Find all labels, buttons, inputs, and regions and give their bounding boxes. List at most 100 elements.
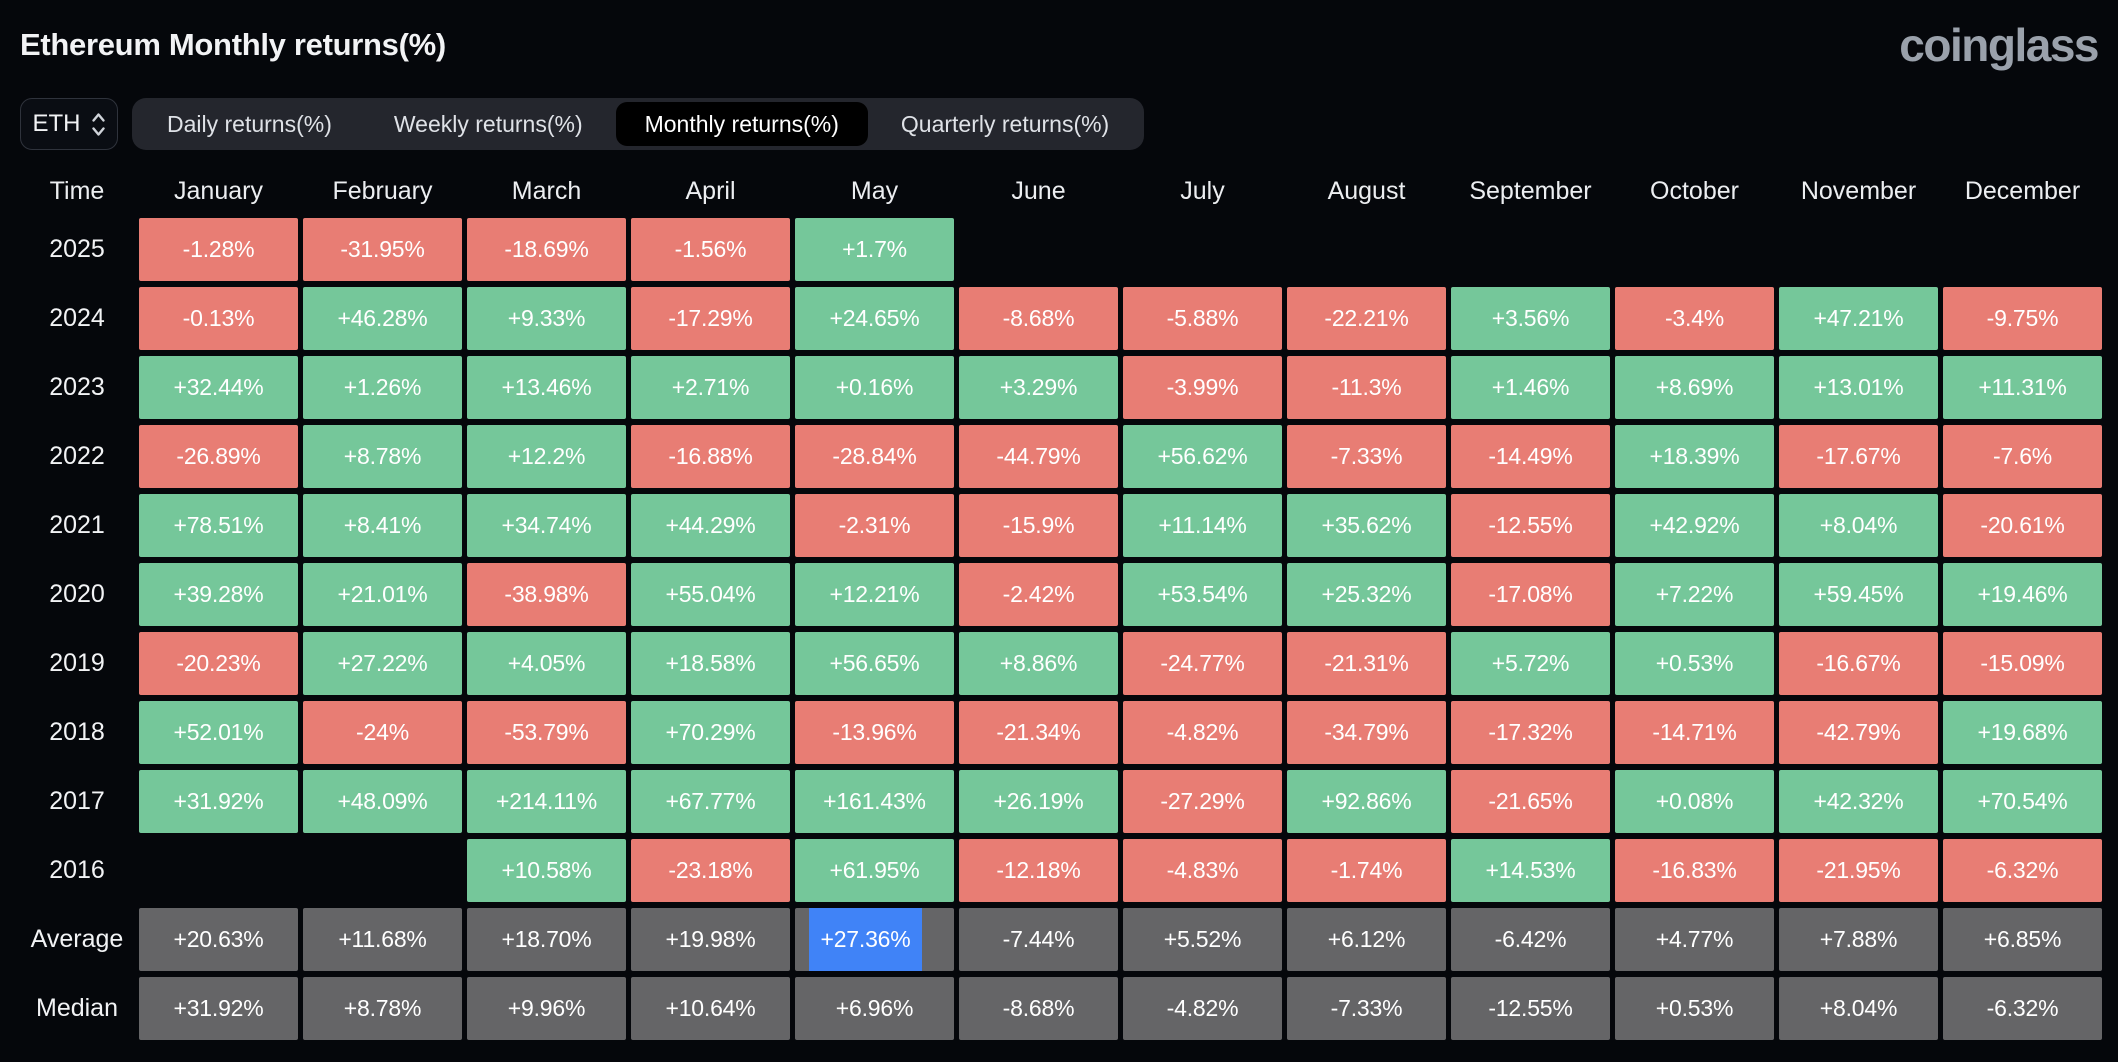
return-cell[interactable]: -7.33% [1287, 977, 1446, 1040]
return-cell[interactable]: +6.85% [1943, 908, 2102, 971]
return-cell[interactable]: +8.78% [303, 425, 462, 488]
return-cell[interactable]: -7.6% [1943, 425, 2102, 488]
return-cell[interactable]: -6.32% [1943, 839, 2102, 902]
return-cell[interactable]: -17.08% [1451, 563, 1610, 626]
return-cell[interactable]: -15.09% [1943, 632, 2102, 695]
return-cell[interactable]: -53.79% [467, 701, 626, 764]
return-cell[interactable]: -6.42% [1451, 908, 1610, 971]
return-cell[interactable]: -4.82% [1123, 977, 1282, 1040]
return-cell[interactable]: +3.56% [1451, 287, 1610, 350]
return-cell[interactable]: +46.28% [303, 287, 462, 350]
return-cell[interactable]: +70.54% [1943, 770, 2102, 833]
return-cell[interactable]: -3.99% [1123, 356, 1282, 419]
return-cell[interactable]: +27.36% [795, 908, 954, 971]
return-cell[interactable]: -17.32% [1451, 701, 1610, 764]
return-cell[interactable]: -34.79% [1287, 701, 1446, 764]
return-cell[interactable]: +42.92% [1615, 494, 1774, 557]
return-cell[interactable]: +42.32% [1779, 770, 1938, 833]
return-cell[interactable]: +3.29% [959, 356, 1118, 419]
return-cell[interactable]: -24% [303, 701, 462, 764]
return-cell[interactable]: +34.74% [467, 494, 626, 557]
return-cell[interactable]: +26.19% [959, 770, 1118, 833]
tab-daily-returns[interactable]: Daily returns(%) [138, 102, 361, 146]
return-cell[interactable]: -7.33% [1287, 425, 1446, 488]
return-cell[interactable]: +92.86% [1287, 770, 1446, 833]
tab-monthly-returns[interactable]: Monthly returns(%) [615, 102, 868, 146]
return-cell[interactable]: +9.96% [467, 977, 626, 1040]
return-cell[interactable]: +0.16% [795, 356, 954, 419]
return-cell[interactable]: -11.3% [1287, 356, 1446, 419]
return-cell[interactable]: +4.05% [467, 632, 626, 695]
return-cell[interactable]: +32.44% [139, 356, 298, 419]
return-cell[interactable]: -8.68% [959, 977, 1118, 1040]
return-cell[interactable]: +8.41% [303, 494, 462, 557]
return-cell[interactable]: -12.55% [1451, 977, 1610, 1040]
return-cell[interactable]: -20.23% [139, 632, 298, 695]
return-cell[interactable]: +11.14% [1123, 494, 1282, 557]
tab-weekly-returns[interactable]: Weekly returns(%) [365, 102, 612, 146]
return-cell[interactable]: +11.68% [303, 908, 462, 971]
return-cell[interactable]: +70.29% [631, 701, 790, 764]
tab-quarterly-returns[interactable]: Quarterly returns(%) [872, 102, 1138, 146]
return-cell[interactable]: -2.42% [959, 563, 1118, 626]
return-cell[interactable]: +4.77% [1615, 908, 1774, 971]
return-cell[interactable]: +10.64% [631, 977, 790, 1040]
return-cell[interactable]: -18.69% [467, 218, 626, 281]
return-cell[interactable]: +31.92% [139, 770, 298, 833]
return-cell[interactable]: +0.53% [1615, 977, 1774, 1040]
return-cell[interactable]: -12.55% [1451, 494, 1610, 557]
return-cell[interactable]: +1.46% [1451, 356, 1610, 419]
return-cell[interactable]: +53.54% [1123, 563, 1282, 626]
return-cell[interactable]: +8.04% [1779, 494, 1938, 557]
return-cell[interactable]: -17.67% [1779, 425, 1938, 488]
return-cell[interactable]: +31.92% [139, 977, 298, 1040]
return-cell[interactable]: +5.52% [1123, 908, 1282, 971]
return-cell[interactable]: -3.4% [1615, 287, 1774, 350]
return-cell[interactable]: -5.88% [1123, 287, 1282, 350]
return-cell[interactable]: +11.31% [1943, 356, 2102, 419]
return-cell[interactable]: -23.18% [631, 839, 790, 902]
return-cell[interactable]: -42.79% [1779, 701, 1938, 764]
return-cell[interactable]: -22.21% [1287, 287, 1446, 350]
return-cell[interactable]: +8.78% [303, 977, 462, 1040]
return-cell[interactable]: +19.98% [631, 908, 790, 971]
return-cell[interactable]: +6.12% [1287, 908, 1446, 971]
return-cell[interactable]: +44.29% [631, 494, 790, 557]
return-cell[interactable]: +25.32% [1287, 563, 1446, 626]
return-cell[interactable]: +0.08% [1615, 770, 1774, 833]
return-cell[interactable]: +5.72% [1451, 632, 1610, 695]
return-cell[interactable]: +20.63% [139, 908, 298, 971]
return-cell[interactable]: +19.46% [1943, 563, 2102, 626]
return-cell[interactable]: -38.98% [467, 563, 626, 626]
return-cell[interactable]: -27.29% [1123, 770, 1282, 833]
return-cell[interactable]: -1.28% [139, 218, 298, 281]
return-cell[interactable]: -16.67% [1779, 632, 1938, 695]
return-cell[interactable]: -44.79% [959, 425, 1118, 488]
return-cell[interactable]: +47.21% [1779, 287, 1938, 350]
return-cell[interactable]: -16.88% [631, 425, 790, 488]
return-cell[interactable]: +39.28% [139, 563, 298, 626]
return-cell[interactable]: -17.29% [631, 287, 790, 350]
return-cell[interactable]: +1.26% [303, 356, 462, 419]
return-cell[interactable]: -15.9% [959, 494, 1118, 557]
return-cell[interactable]: +78.51% [139, 494, 298, 557]
return-cell[interactable]: +27.22% [303, 632, 462, 695]
return-cell[interactable]: -31.95% [303, 218, 462, 281]
return-cell[interactable]: -16.83% [1615, 839, 1774, 902]
return-cell[interactable]: +48.09% [303, 770, 462, 833]
return-cell[interactable]: +2.71% [631, 356, 790, 419]
return-cell[interactable]: -24.77% [1123, 632, 1282, 695]
return-cell[interactable]: +61.95% [795, 839, 954, 902]
return-cell[interactable]: +13.01% [1779, 356, 1938, 419]
return-cell[interactable]: +19.68% [1943, 701, 2102, 764]
return-cell[interactable]: +214.11% [467, 770, 626, 833]
return-cell[interactable]: +0.53% [1615, 632, 1774, 695]
return-cell[interactable]: -28.84% [795, 425, 954, 488]
return-cell[interactable]: -21.95% [1779, 839, 1938, 902]
return-cell[interactable]: +18.70% [467, 908, 626, 971]
return-cell[interactable]: +52.01% [139, 701, 298, 764]
return-cell[interactable]: +18.39% [1615, 425, 1774, 488]
symbol-select[interactable]: ETH [20, 98, 118, 150]
return-cell[interactable]: -6.32% [1943, 977, 2102, 1040]
return-cell[interactable]: +1.7% [795, 218, 954, 281]
